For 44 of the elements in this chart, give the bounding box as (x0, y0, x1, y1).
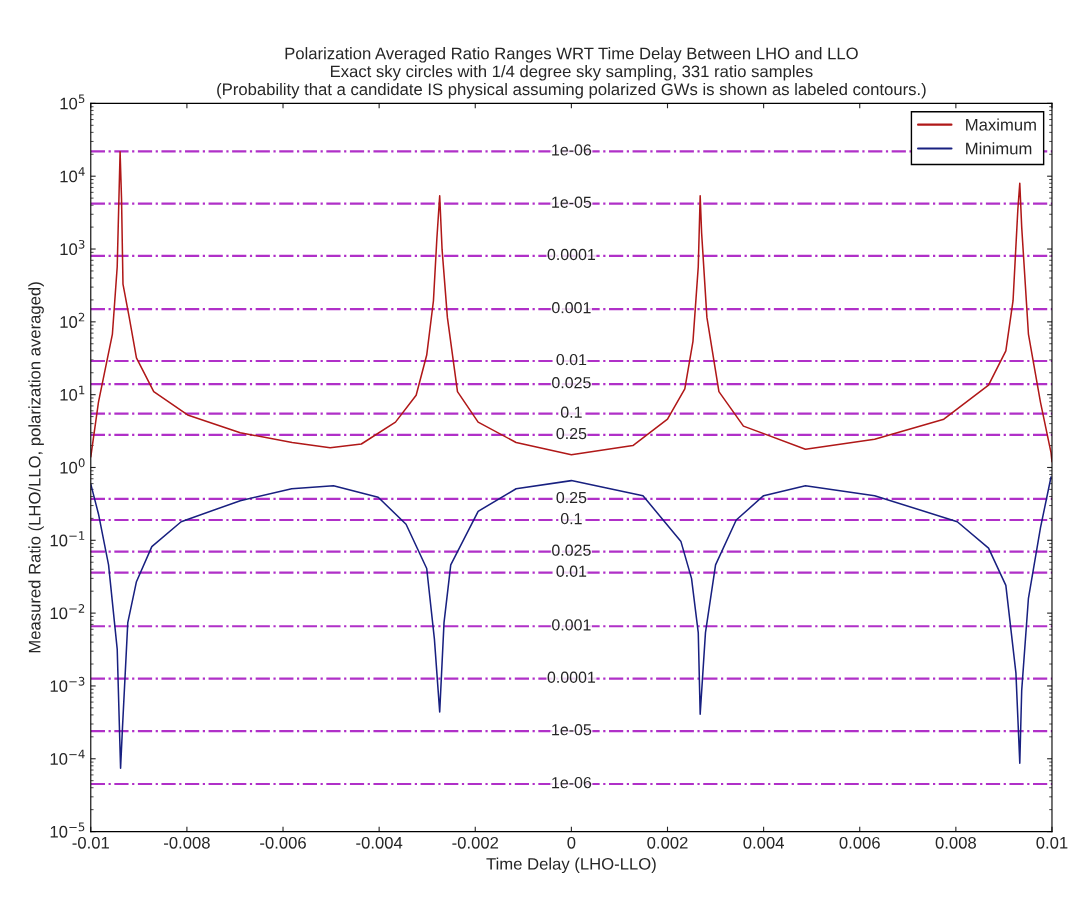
y-axis-title: Measured Ratio (LHO/LLO, polarization averaged) (28, 282, 44, 653)
x-tick-label: 0.004 (743, 836, 784, 849)
annotation: 0.0001 (547, 671, 596, 683)
annotation: 0.1 (560, 512, 582, 525)
legend-label: Maximum (966, 118, 1036, 131)
x-tick-label: 0.01 (1036, 836, 1068, 849)
x-tick-label: -0.01 (72, 836, 109, 849)
x-tick-label: -0.002 (452, 836, 499, 849)
y-tick-label: 10$^{−2}$ (50, 603, 85, 620)
y-tick-label: 10$^{−5}$ (50, 822, 85, 838)
x-tick-label: 0 (567, 836, 576, 849)
x-tick-label: 0.008 (935, 836, 976, 849)
x-tick-label: -0.004 (356, 836, 403, 849)
annotation: 0.0001 (547, 248, 596, 261)
chart-title: Polarization Averaged Ratio Ranges WRT Time Delay Between LHO and LLO (285, 47, 858, 63)
annotation: 0.25 (556, 491, 587, 504)
annotation: 1e-06 (552, 144, 592, 156)
y-tick-label: 10$^{3}$ (60, 239, 85, 256)
y-tick-label: 10$^{−4}$ (50, 749, 85, 765)
annotation: 1e-05 (552, 196, 592, 208)
y-tick-label: 10$^{−3}$ (50, 676, 85, 693)
annotation: 0.25 (556, 427, 587, 440)
x-tick-label: 0.006 (839, 836, 880, 849)
y-tick-label: 10$^{0}$ (60, 458, 85, 474)
y-tick-label: 10$^{1}$ (60, 385, 85, 401)
annotation: 1e-05 (552, 724, 592, 736)
annotation: 0.01 (556, 565, 587, 577)
annotation: 0.025 (552, 544, 591, 556)
legend-label: Minimum (966, 142, 1032, 155)
x-tick-label: -0.006 (260, 836, 306, 849)
chart-subtitle: Exact sky circles with 1/4 degree sky sampling, 331 ratio samples (Probability that a candidate IS physical assuming polarized GWs is shown as labeled contours.) (217, 65, 926, 99)
annotation: 0.01 (556, 353, 587, 366)
annotation: 0.025 (552, 377, 591, 389)
x-tick-label: -0.008 (164, 836, 210, 849)
y-tick-label: 10$^{−1}$ (50, 531, 85, 547)
x-axis-title: Time Delay (LHO-LLO) (486, 857, 656, 874)
y-tick-label: 10$^{2}$ (60, 312, 85, 328)
annotation: 0.001 (552, 619, 591, 631)
y-tick-label: 10$^{5}$ (60, 94, 85, 110)
annotation: 1e-06 (552, 776, 592, 789)
annotation: 0.1 (560, 406, 582, 418)
x-tick-label: 0.002 (647, 836, 688, 849)
y-tick-label: 10$^{4}$ (60, 167, 85, 183)
annotation: 0.001 (552, 302, 591, 314)
